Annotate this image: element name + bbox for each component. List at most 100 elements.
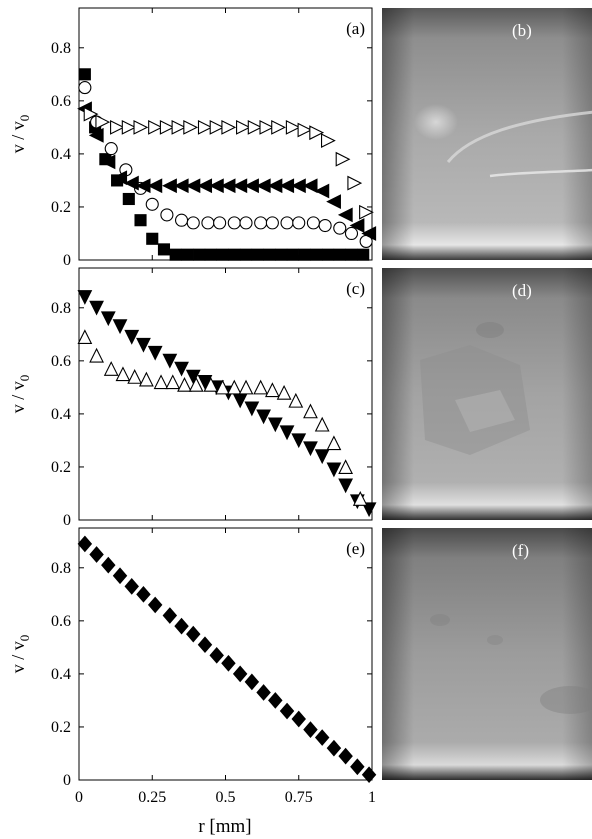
data-point xyxy=(183,119,199,135)
data-point xyxy=(333,248,346,261)
data-point xyxy=(321,248,335,261)
data-point xyxy=(259,119,275,135)
data-point xyxy=(228,248,241,261)
data-point xyxy=(216,248,229,261)
data-point xyxy=(306,216,320,230)
data-point xyxy=(226,379,242,395)
data-point xyxy=(337,207,353,223)
data-point xyxy=(244,673,260,691)
photo-panel-f: (f) xyxy=(382,528,592,780)
data-point xyxy=(148,119,163,135)
y-tick-label: 0.4 xyxy=(51,406,71,423)
data-point xyxy=(297,122,313,138)
data-point xyxy=(267,417,283,433)
y-tick-label: 0.2 xyxy=(51,199,71,216)
data-point xyxy=(77,535,93,553)
data-point xyxy=(197,375,213,390)
data-point xyxy=(204,248,217,261)
data-point xyxy=(101,556,116,574)
data-point xyxy=(209,119,225,135)
data-point xyxy=(110,119,125,135)
data-point xyxy=(186,625,201,643)
data-point xyxy=(112,170,128,186)
data-point xyxy=(185,369,201,385)
x-axis-label: r [mm] xyxy=(198,816,251,837)
data-point xyxy=(268,692,283,709)
y-tick-label: 0.8 xyxy=(51,40,71,57)
panel-e-plot: 0 0.2 0.4 0.6 0.8 0 0.25 0.5 0.75 1 v / v0 (e) xyxy=(8,527,377,806)
data-point xyxy=(215,379,230,395)
y-tick-label: 0.4 xyxy=(51,146,71,163)
data-point xyxy=(361,766,377,784)
y-tick-label: 0 xyxy=(63,772,71,789)
data-point xyxy=(349,218,365,233)
data-point xyxy=(291,710,306,728)
photo-label-f: (f) xyxy=(512,541,529,560)
data-point xyxy=(288,392,304,408)
data-point xyxy=(292,216,306,230)
x-tick-label: 0.25 xyxy=(138,789,166,806)
data-point xyxy=(136,585,151,603)
data-point xyxy=(147,596,163,614)
data-point xyxy=(147,345,163,361)
panel-a-plot: 0 0.2 0.4 0.6 0.8 v / v0 (a) xyxy=(8,7,377,269)
data-point xyxy=(279,425,295,441)
data-point xyxy=(100,154,116,170)
data-point xyxy=(122,192,135,206)
data-point xyxy=(136,337,151,353)
data-point xyxy=(157,243,171,256)
data-point xyxy=(221,654,236,672)
data-point xyxy=(162,607,178,624)
data-point xyxy=(174,361,189,377)
y-tick-label: 0.6 xyxy=(51,613,71,630)
data-point xyxy=(197,119,213,135)
photo-label-d: (d) xyxy=(512,281,532,300)
data-point xyxy=(326,462,342,478)
data-point xyxy=(251,248,264,261)
data-point xyxy=(201,216,215,230)
data-point xyxy=(338,747,353,765)
data-point xyxy=(124,329,140,345)
data-point xyxy=(280,216,294,230)
data-point xyxy=(244,401,260,417)
data-point xyxy=(197,636,213,654)
y-tick-label: 0.2 xyxy=(51,719,71,736)
data-point xyxy=(95,114,111,130)
data-point xyxy=(159,119,175,135)
series-triangle-right-open xyxy=(83,106,374,220)
data-point xyxy=(177,376,192,392)
y-axis-label: v / v0 xyxy=(8,375,32,414)
data-point xyxy=(121,119,137,135)
plot-frame xyxy=(78,527,373,781)
data-point xyxy=(357,248,370,261)
photo-panel-d: (d) xyxy=(382,268,592,520)
series-triangle-up-open xyxy=(77,329,368,506)
data-point xyxy=(112,567,128,585)
photo-label-b: (b) xyxy=(512,21,532,40)
y-tick-label: 0.6 xyxy=(51,93,71,110)
data-point xyxy=(286,248,299,261)
y-tick-label: 0.2 xyxy=(51,459,71,476)
data-point xyxy=(171,119,187,135)
data-point xyxy=(124,578,139,595)
data-point xyxy=(153,374,169,390)
series-diamond-filled xyxy=(77,535,377,784)
y-axis-label: v / v0 xyxy=(8,115,32,154)
data-point xyxy=(89,347,104,363)
data-point xyxy=(265,216,279,230)
data-point xyxy=(169,248,182,261)
data-point xyxy=(78,81,92,95)
data-point xyxy=(238,379,254,395)
data-point xyxy=(263,248,276,261)
data-point xyxy=(256,684,271,701)
data-point xyxy=(314,416,330,432)
y-tick-label: 0.4 xyxy=(51,666,71,683)
data-point xyxy=(302,178,318,194)
x-tick-label: 0.75 xyxy=(285,789,313,806)
data-point xyxy=(104,142,118,156)
data-point xyxy=(326,435,342,451)
data-point xyxy=(264,382,280,398)
x-tick-label: 1 xyxy=(368,789,376,806)
data-point xyxy=(256,409,271,425)
data-point xyxy=(89,300,104,316)
